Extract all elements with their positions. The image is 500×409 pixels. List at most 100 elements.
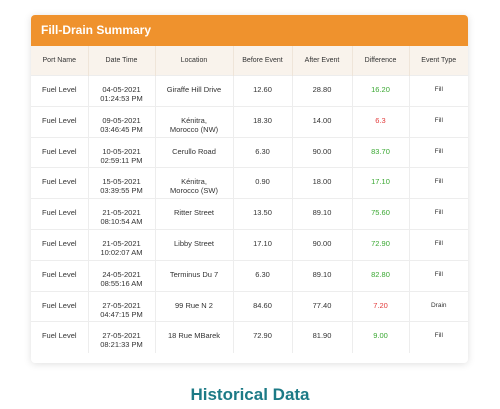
event-type-cell: Fill <box>409 75 468 107</box>
date-time-cell: 10-05-2021 02:59:11 PM <box>88 136 156 168</box>
caption: Historical Data <box>190 385 310 404</box>
before-event-value: 12.60 <box>253 85 272 94</box>
fill-drain-summary-card: Fill-Drain Summary Port Name Date Time L… <box>31 15 468 363</box>
date-time-cell: 04-05-2021 01:24:53 PM <box>88 75 156 107</box>
date-time-cell: 24-05-2021 08:55:16 AM <box>88 259 156 292</box>
event-time: 08:10:54 AM <box>100 217 143 227</box>
before-event-value: 6.30 <box>255 146 270 156</box>
port-name-cell: Fuel Level <box>31 136 89 168</box>
location-line-2: Morocco (NW) <box>169 124 219 134</box>
location-line-1: Terminus Du 7 <box>169 269 219 279</box>
port-name-cell: Fuel Level <box>31 75 89 107</box>
after-event-cell: 89.10 <box>292 259 353 292</box>
after-event-value: 90.00 <box>312 146 332 156</box>
difference-value: 72.90 <box>371 238 390 248</box>
location-cell: Terminus Du 7 <box>155 259 234 292</box>
location-cell: Ritter Street <box>155 198 234 230</box>
date-time-cell: 15-05-2021 03:39:55 PM <box>88 167 156 199</box>
before-event-cell: 6.30 <box>233 136 293 168</box>
event-type: Fill <box>434 209 443 217</box>
event-time: 03:46:45 PM <box>100 124 143 134</box>
event-time: 01:24:53 PM <box>100 94 143 103</box>
event-date: 27-05-2021 <box>102 331 141 341</box>
event-type-cell: Fill <box>409 167 468 199</box>
column-header-date-time[interactable]: Date Time <box>88 46 156 76</box>
event-date: 09-05-2021 <box>102 115 141 125</box>
difference-cell: 16.20 <box>352 75 410 107</box>
table-body: Fuel Level 04-05-2021 01:24:53 PM Giraffe H… <box>31 75 468 353</box>
difference-cell: 7.20 <box>352 290 410 322</box>
event-type-cell: Fill <box>409 259 468 292</box>
event-date: 15-05-2021 <box>102 177 141 187</box>
after-event-value: 14.00 <box>312 115 332 125</box>
date-time-cell: 09-05-2021 03:46:45 PM <box>88 105 156 138</box>
column-header-difference[interactable]: Difference <box>352 46 410 76</box>
column-header-event-type[interactable]: Event Type <box>409 46 468 76</box>
difference-value: 17.10 <box>371 177 390 187</box>
table-row[interactable]: Fuel Level 27-05-2021 04:47:15 PM 99 Rue N … <box>31 290 468 322</box>
event-date: 21-05-2021 <box>102 208 141 218</box>
event-type: Fill <box>434 147 443 155</box>
difference-value: 9.00 <box>373 331 388 341</box>
column-header-port-name[interactable]: Port Name <box>31 46 89 76</box>
table-row[interactable]: Fuel Level 10-05-2021 02:59:11 PM Cerullo R… <box>31 136 468 168</box>
table-row[interactable]: Fuel Level 24-05-2021 08:55:16 AM Terminus … <box>31 259 468 292</box>
after-event-value: 18.00 <box>312 177 332 187</box>
column-header-location[interactable]: Location <box>155 46 234 76</box>
table-row[interactable]: Fuel Level 21-05-2021 10:02:07 AM Libby Str… <box>31 228 468 261</box>
table-row[interactable]: Fuel Level 04-05-2021 01:24:53 PM Giraffe H… <box>31 75 468 107</box>
location-cell: Cerullo Road <box>155 136 234 168</box>
event-type: Drain <box>430 301 447 309</box>
column-header-before-event[interactable]: Before Event <box>233 46 293 76</box>
date-time-cell: 21-05-2021 08:10:54 AM <box>88 198 156 230</box>
event-date: 27-05-2021 <box>102 300 141 310</box>
port-name: Fuel Level <box>41 85 77 94</box>
port-name-cell: Fuel Level <box>31 259 89 292</box>
port-name-cell: Fuel Level <box>31 198 89 230</box>
column-header-after-event[interactable]: After Event <box>292 46 353 76</box>
before-event-cell: 12.60 <box>233 75 293 107</box>
location-line-1: Libby Street <box>173 238 215 248</box>
before-event-cell: 6.30 <box>233 259 293 292</box>
difference-cell: 82.80 <box>352 259 410 292</box>
table-header-row: Port Name Date Time Location Before Even… <box>31 46 468 76</box>
after-event-value: 89.10 <box>312 269 332 279</box>
difference-value: 6.3 <box>375 115 386 125</box>
event-type-cell: Fill <box>409 136 468 168</box>
port-name: Fuel Level <box>41 177 77 187</box>
date-time-cell: 27-05-2021 04:47:15 PM <box>88 290 156 322</box>
before-event-value: 13.50 <box>253 208 272 218</box>
difference-value: 75.60 <box>371 208 390 218</box>
difference-value: 83.70 <box>371 146 390 156</box>
event-time: 08:55:16 AM <box>100 278 143 288</box>
event-time: 04:47:15 PM <box>100 309 143 319</box>
difference-cell: 17.10 <box>352 167 410 199</box>
event-date: 04-05-2021 <box>102 85 141 94</box>
before-event-cell: 18.30 <box>233 105 293 138</box>
event-time: 02:59:11 PM <box>100 155 143 165</box>
difference-value: 7.20 <box>373 300 388 310</box>
difference-value: 16.20 <box>371 85 390 94</box>
event-type-cell: Fill <box>409 198 468 230</box>
before-event-cell: 13.50 <box>233 198 293 230</box>
port-name: Fuel Level <box>41 238 77 248</box>
location-cell: 99 Rue N 2 <box>155 290 234 322</box>
table-row[interactable]: Fuel Level 09-05-2021 03:46:45 PM Kénitra, M… <box>31 105 468 138</box>
difference-cell: 75.60 <box>352 198 410 230</box>
before-event-value: 72.90 <box>253 331 272 341</box>
event-date: 10-05-2021 <box>102 146 141 156</box>
after-event-cell: 77.40 <box>292 290 353 322</box>
port-name-cell: Fuel Level <box>31 105 89 138</box>
event-date: 21-05-2021 <box>102 238 141 248</box>
table-row[interactable]: Fuel Level 15-05-2021 03:39:55 PM Kénitra, M… <box>31 167 468 199</box>
location-line-1: Cerullo Road <box>172 146 216 156</box>
port-name: Fuel Level <box>41 208 77 218</box>
location-line-1: 18 Rue MBarek <box>167 331 221 341</box>
event-time: 08:21:33 PM <box>100 340 143 350</box>
event-type: Fill <box>434 116 443 124</box>
table-row[interactable]: Fuel Level 27-05-2021 08:21:33 PM 18 Rue MB… <box>31 321 468 353</box>
before-event-cell: 17.10 <box>233 228 293 261</box>
table-row[interactable]: Fuel Level 21-05-2021 08:10:54 AM Ritter St… <box>31 198 468 230</box>
port-name-cell: Fuel Level <box>31 290 89 322</box>
port-name: Fuel Level <box>41 115 77 125</box>
